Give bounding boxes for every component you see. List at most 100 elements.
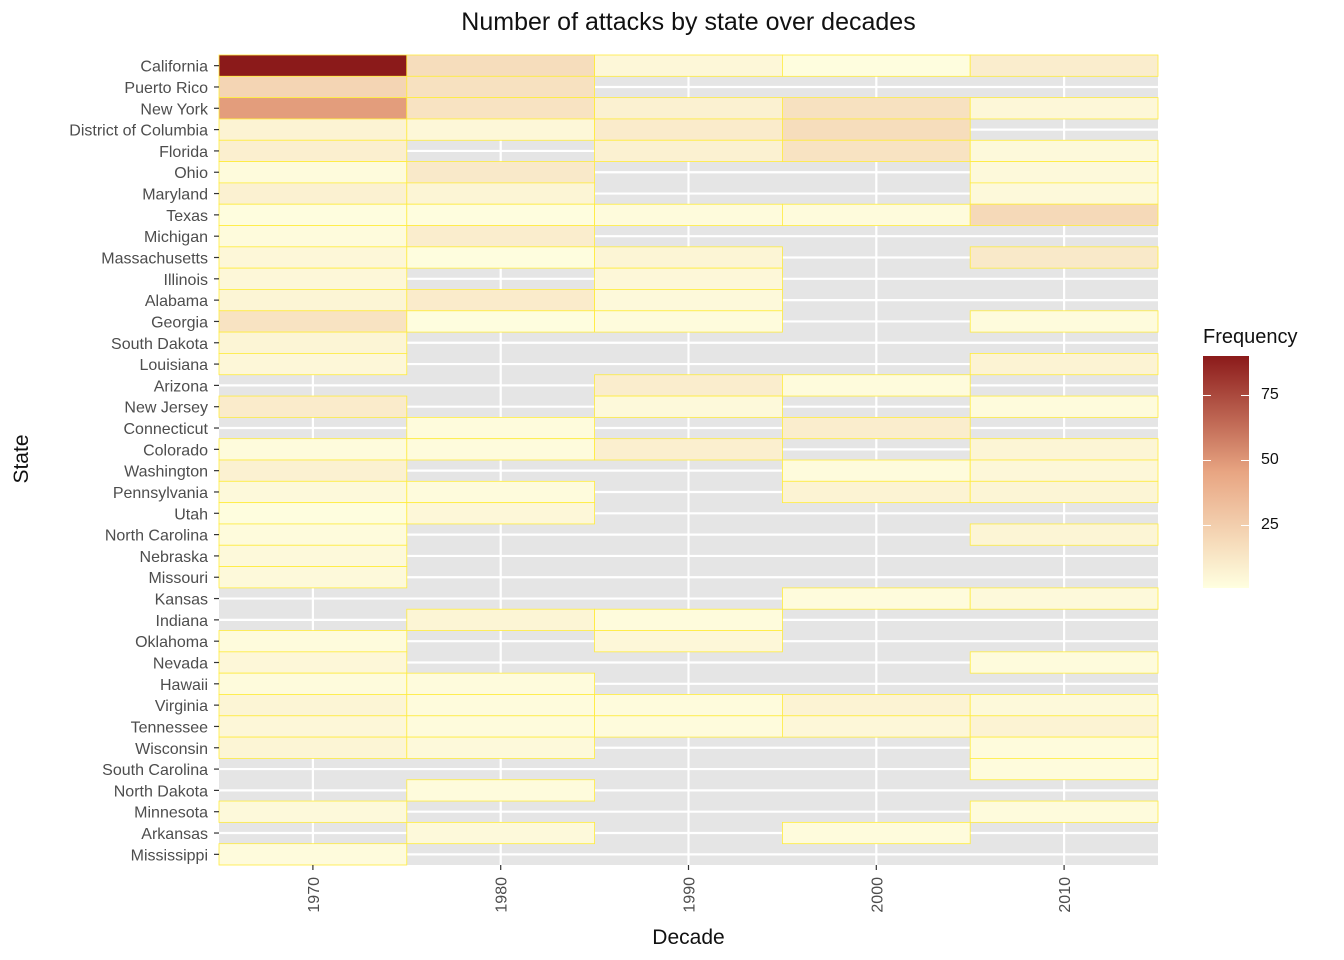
heatmap-cell	[782, 416, 971, 440]
heatmap-cell	[969, 54, 1159, 77]
heatmap-cell	[218, 715, 408, 738]
heatmap-cell	[406, 672, 595, 695]
heatmap-cell	[969, 736, 1159, 759]
legend-tick-label: 25	[1261, 516, 1279, 534]
heatmap-cell	[594, 139, 783, 162]
x-tick-label: 1980	[494, 877, 511, 913]
y-tick-label: Virginia	[155, 698, 208, 715]
heatmap-cell	[782, 97, 971, 120]
y-tick-label: Alabama	[145, 293, 208, 310]
heatmap-cell	[594, 395, 783, 418]
y-tick-label: Wisconsin	[135, 741, 208, 758]
heatmap-cell	[218, 672, 408, 695]
y-tick-label: Nevada	[153, 656, 208, 673]
heatmap-cell	[218, 459, 408, 482]
x-tick-label: 2000	[869, 877, 886, 913]
heatmap-cell	[969, 161, 1159, 184]
y-tick-label: Arkansas	[141, 826, 208, 843]
heatmap-cell	[218, 161, 408, 184]
heatmap-cell	[218, 139, 408, 162]
heatmap-cell	[594, 694, 783, 717]
heatmap-cell	[782, 694, 971, 717]
y-tick-label: North Carolina	[105, 528, 208, 545]
heatmap-cell	[782, 54, 971, 77]
heatmap-cell	[406, 118, 595, 141]
heatmap-cell	[218, 630, 408, 653]
y-tick-label: Hawaii	[160, 677, 208, 694]
y-tick-label: Colorado	[143, 442, 208, 459]
heatmap-cell	[406, 480, 595, 504]
y-tick-label: South Dakota	[111, 336, 208, 353]
heatmap-cell	[782, 374, 971, 397]
heatmap-cell	[594, 715, 783, 738]
y-tick-label: Minnesota	[134, 805, 208, 822]
heatmap-cell	[218, 310, 408, 333]
y-tick-label: Arizona	[154, 378, 208, 395]
y-tick-label: Texas	[166, 208, 208, 225]
heatmap-cell	[406, 502, 595, 525]
y-tick-label: Oklahoma	[135, 634, 208, 651]
y-tick-label: Tennessee	[131, 719, 208, 736]
heatmap-cell	[218, 480, 408, 504]
heatmap-cell	[969, 651, 1159, 674]
heatmap-cell	[218, 182, 408, 205]
heatmap-cell	[969, 459, 1159, 482]
legend-tick-label: 50	[1261, 451, 1279, 469]
heatmap-cell	[406, 608, 595, 631]
heatmap-cell	[969, 203, 1159, 226]
heatmap-cell	[782, 459, 971, 482]
heatmap-cell	[782, 480, 971, 504]
heatmap-cell	[969, 587, 1159, 610]
heatmap-cell	[594, 246, 783, 269]
heatmap-cell	[594, 97, 783, 120]
heatmap-cell	[969, 182, 1159, 205]
x-tick-label: 2010	[1057, 877, 1074, 913]
heatmap-cell	[218, 75, 408, 99]
heatmap-cell	[782, 203, 971, 226]
heatmap-cell	[594, 267, 783, 290]
y-tick-label: South Carolina	[102, 762, 208, 779]
y-tick-label: New York	[140, 101, 209, 118]
y-tick-label: Nebraska	[140, 549, 209, 566]
heatmap-cell	[218, 544, 408, 567]
heatmap-cell	[218, 800, 408, 823]
heatmap-cell	[594, 374, 783, 397]
y-tick-label: Mississippi	[131, 847, 208, 864]
y-tick-label: North Dakota	[114, 783, 208, 800]
heatmap-cell	[594, 203, 783, 226]
color-legend: Frequency 25 50 75	[1203, 326, 1298, 588]
heatmap-cell	[218, 395, 408, 418]
heatmap-cell	[782, 587, 971, 610]
heatmap-cell	[969, 715, 1159, 738]
heatmap-cell	[406, 97, 595, 120]
heatmap-cell	[969, 310, 1159, 333]
y-tick-label: Michigan	[144, 229, 208, 246]
heatmap-cell	[782, 118, 971, 141]
heatmap-cell	[218, 289, 408, 312]
y-tick-label: Maryland	[142, 187, 208, 204]
legend-title: Frequency	[1203, 326, 1298, 348]
x-tick-label: 1970	[306, 877, 323, 913]
heatmap-cell	[218, 225, 408, 248]
y-tick-label: Washington	[124, 464, 208, 481]
heatmap-cell	[218, 502, 408, 525]
heatmap-cell	[218, 331, 408, 354]
heatmap-cell	[594, 289, 783, 312]
heatmap-cell	[594, 310, 783, 333]
heatmap-cell	[594, 438, 783, 461]
heatmap-cell	[969, 694, 1159, 717]
heatmap-cell	[218, 54, 408, 77]
y-tick-label: Missouri	[148, 570, 208, 587]
heatmap-cell	[969, 523, 1159, 546]
y-tick-label: Puerto Rico	[124, 80, 208, 97]
heatmap-cell	[406, 225, 595, 248]
heatmap-cell	[218, 97, 408, 120]
y-tick-label: Louisiana	[140, 357, 209, 374]
heatmap-cell	[969, 246, 1159, 269]
heatmap-cell	[218, 438, 408, 461]
y-tick-label: Kansas	[155, 592, 208, 609]
heatmap-cell	[218, 523, 408, 546]
heatmap-cell	[406, 203, 595, 226]
heatmap-cell	[218, 843, 408, 866]
